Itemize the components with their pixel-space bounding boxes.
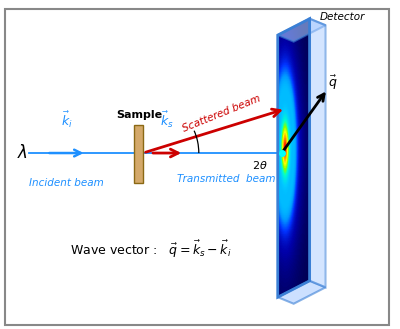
- Text: $\vec{q}$: $\vec{q}$: [328, 73, 337, 92]
- Text: $2\theta$: $2\theta$: [252, 159, 268, 170]
- Polygon shape: [278, 19, 326, 42]
- Text: Incident beam: Incident beam: [29, 178, 104, 188]
- Text: $\vec{k}_s$: $\vec{k}_s$: [160, 110, 174, 131]
- Text: Scattered beam: Scattered beam: [181, 93, 262, 134]
- Bar: [134, 125, 143, 183]
- Text: $\lambda$: $\lambda$: [17, 144, 28, 162]
- Text: Transmitted  beam: Transmitted beam: [177, 174, 275, 184]
- Polygon shape: [278, 281, 326, 304]
- Text: Detector: Detector: [320, 12, 365, 22]
- Polygon shape: [310, 19, 326, 287]
- Text: Wave vector :   $\vec{q} = \vec{k}_s - \vec{k}_i$: Wave vector : $\vec{q} = \vec{k}_s - \ve…: [70, 239, 232, 260]
- Text: Sample: Sample: [116, 110, 162, 120]
- Text: $\vec{k}_i$: $\vec{k}_i$: [60, 110, 72, 131]
